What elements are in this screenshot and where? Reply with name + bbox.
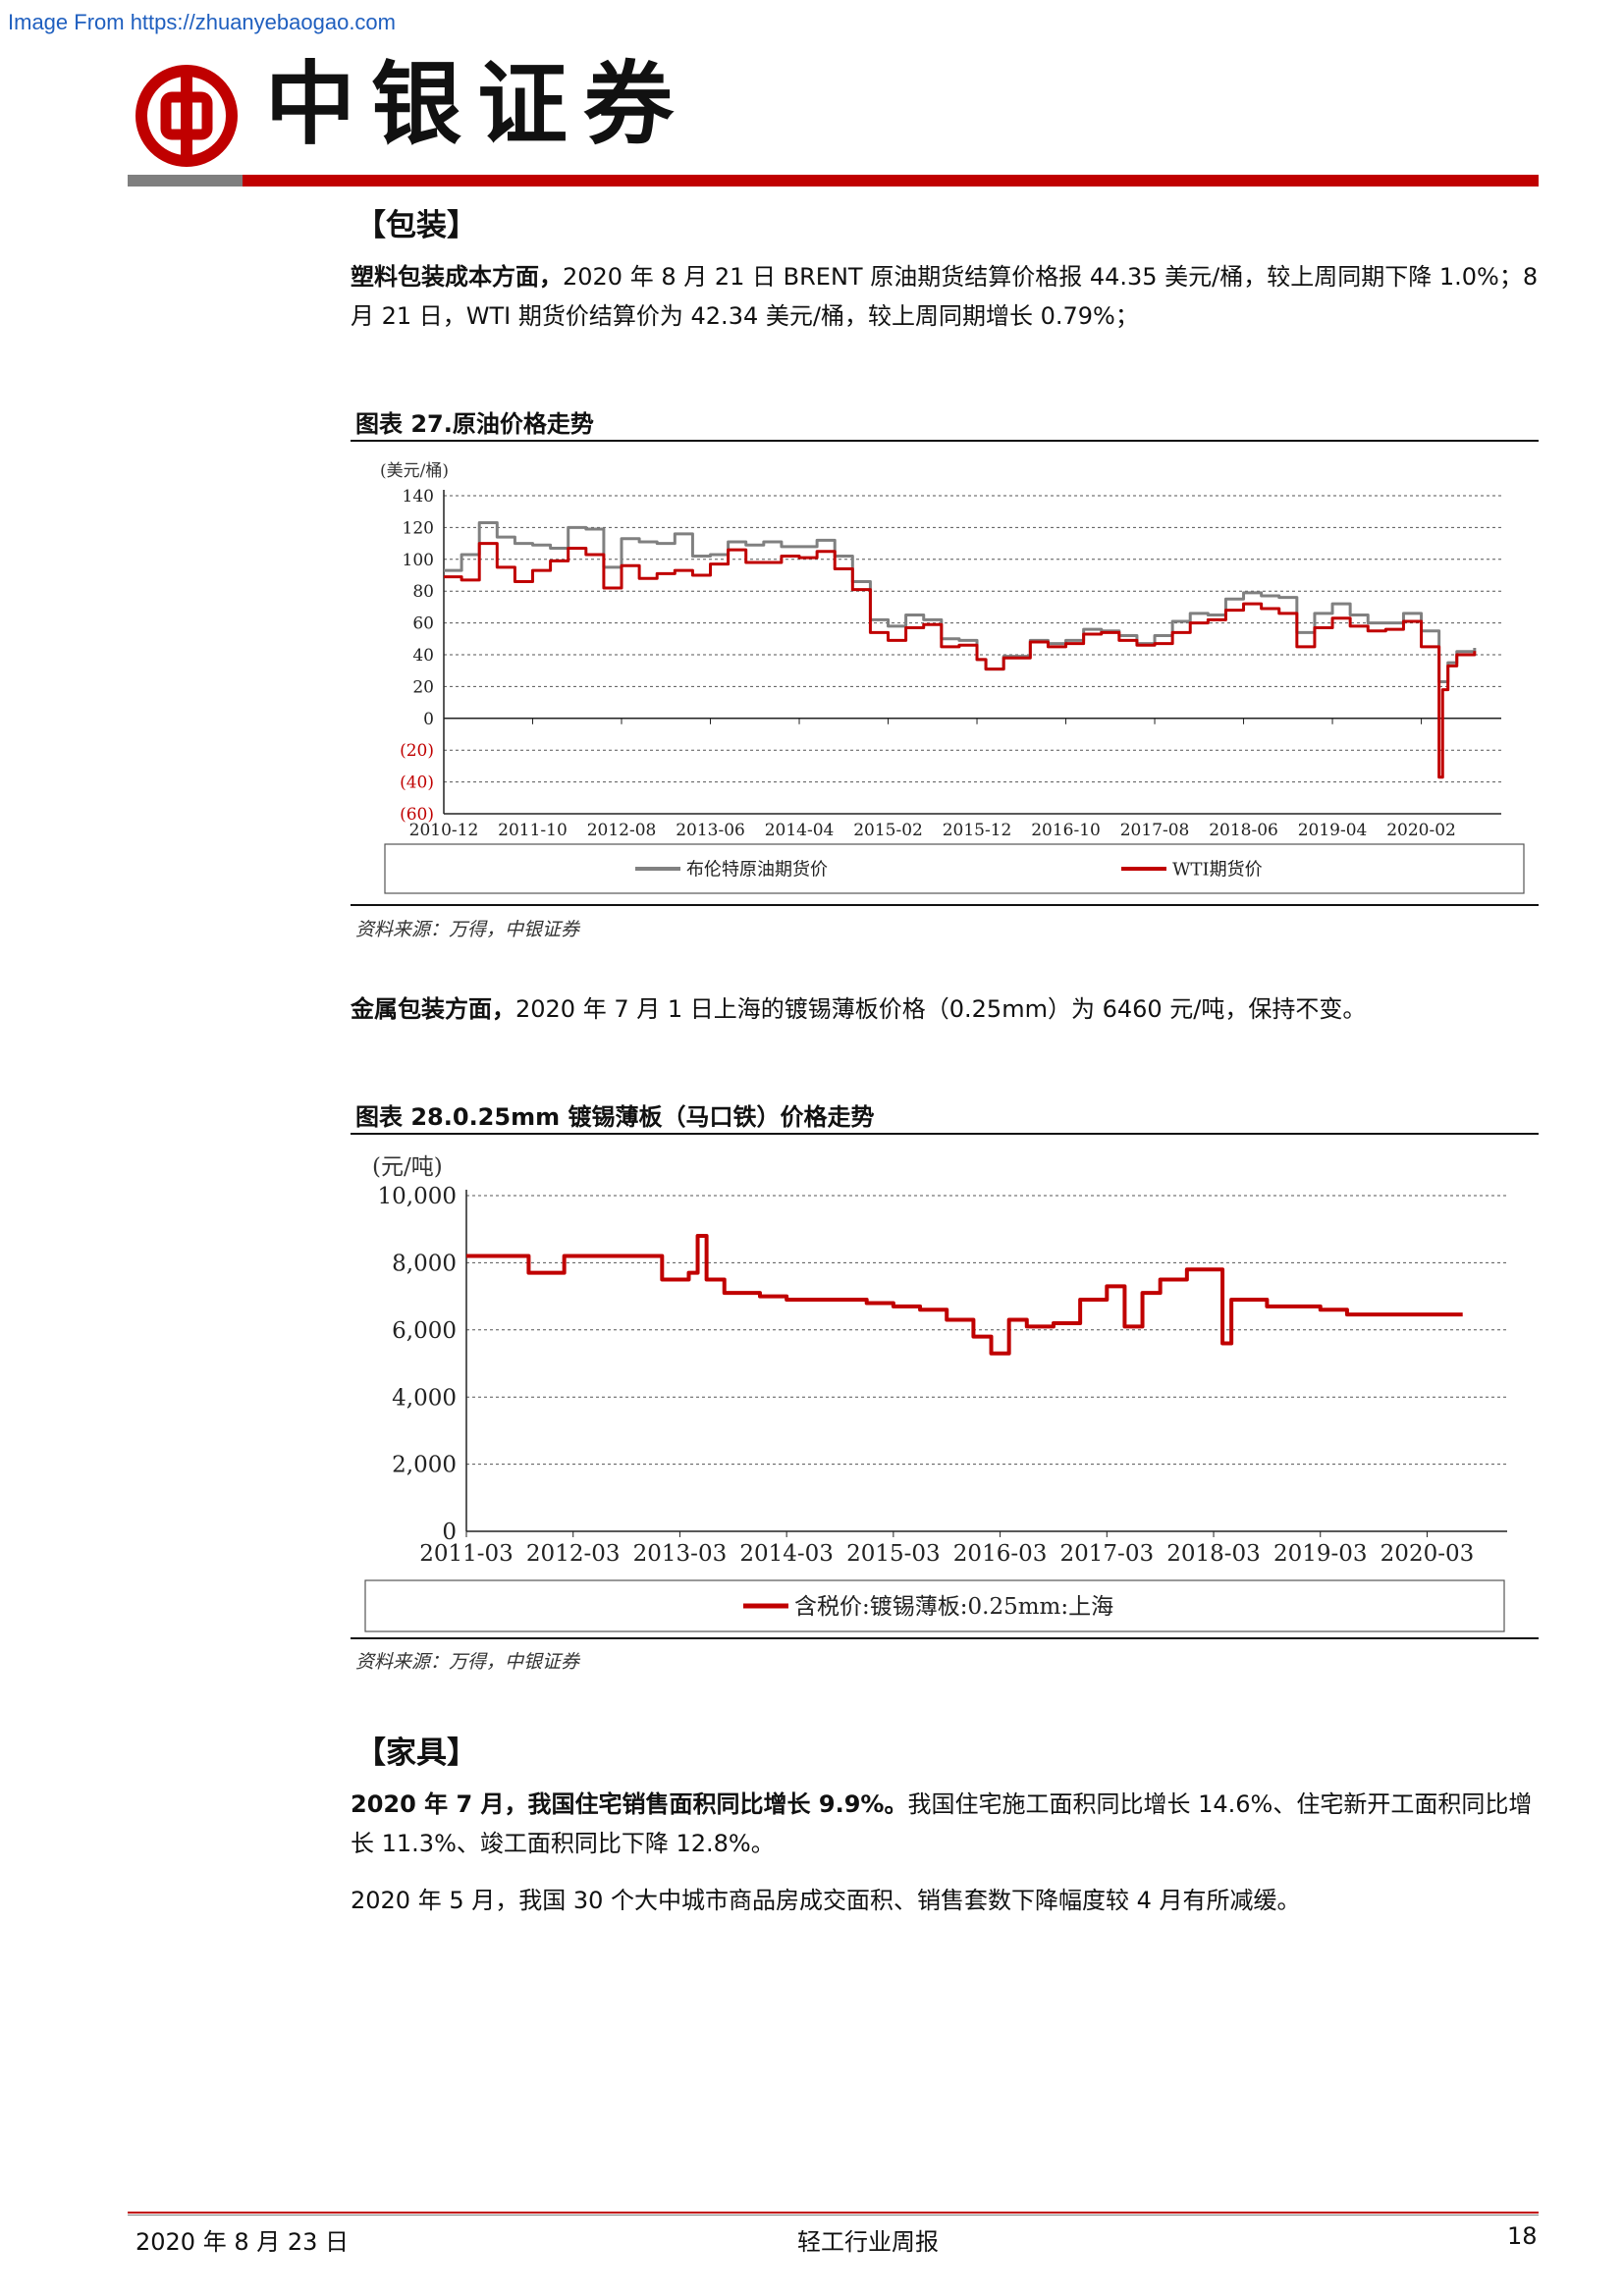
y-tick-label: 4,000: [392, 1385, 457, 1411]
series-line: [444, 521, 1477, 684]
footer-date: 2020 年 8 月 23 日: [135, 2228, 350, 2256]
x-tick-label: 2020-03: [1380, 1541, 1475, 1567]
x-tick-label: 2012-08: [587, 821, 657, 840]
watermark-text: Image From https://zhuanyebaogao.com: [8, 10, 396, 34]
y-tick-label: 20: [412, 677, 434, 697]
y-tick-label: 80: [412, 582, 434, 602]
x-tick-label: 2017-03: [1060, 1541, 1155, 1567]
figure-28-bottom-rule: [351, 1637, 1539, 1639]
page-number: 18: [1507, 2222, 1538, 2250]
paragraph-city-housing: 2020 年 5 月，我国 30 个大中城市商品房成交面积、销售套数下降幅度较 …: [351, 1887, 1301, 1914]
x-tick-label: 2020-02: [1386, 821, 1456, 840]
section-title-packaging: 【包装】: [355, 208, 477, 243]
y-tick-label: (20): [400, 741, 434, 761]
x-tick-label: 2018-06: [1209, 821, 1278, 840]
y-tick-label: 6,000: [392, 1318, 457, 1344]
x-tick-label: 2010-12: [409, 821, 479, 840]
paragraph-body: 我国住宅施工面积同比增长 14.6%、住宅新开工面积同比增长 11.3%、竣工面…: [351, 1790, 1533, 1857]
x-tick-label: 2016-03: [953, 1541, 1048, 1567]
y-tick-label: 120: [403, 518, 434, 538]
y-axis-label: (元/吨): [372, 1154, 443, 1180]
y-tick-label: 60: [412, 614, 434, 634]
x-tick-label: 2013-03: [633, 1541, 728, 1567]
header-bar-grey: [128, 175, 243, 187]
series-line: [444, 542, 1477, 779]
paragraph-housing-sales: 2020 年 7 月，我国住宅销售面积同比增长 9.9%。我国住宅施工面积同比增…: [351, 1785, 1539, 1863]
header-bar-red: [243, 175, 1539, 187]
series-line: [466, 1234, 1463, 1356]
y-tick-label: 8,000: [392, 1251, 457, 1276]
x-tick-label: 2015-12: [943, 821, 1012, 840]
figure-27-top-rule: [351, 440, 1539, 442]
footer-report-title: 轻工行业周报: [797, 2228, 939, 2256]
legend-label: WTI期货价: [1172, 859, 1263, 880]
y-tick-label: 0: [442, 1520, 457, 1545]
x-tick-label: 2014-03: [739, 1541, 834, 1567]
y-tick-label: 140: [403, 487, 434, 507]
footer-rule-grey: [128, 2215, 1539, 2216]
y-axis-label: (美元/桶): [380, 461, 449, 481]
legend-label: 布伦特原油期货价: [686, 859, 828, 880]
x-tick-label: 2014-04: [765, 821, 835, 840]
paragraph-lead: 2020 年 7 月，我国住宅销售面积同比增长 9.9%。: [351, 1790, 908, 1818]
x-tick-label: 2017-08: [1120, 821, 1190, 840]
x-tick-label: 2015-02: [853, 821, 923, 840]
y-tick-label: 0: [423, 710, 434, 729]
figure-27-bottom-rule: [351, 904, 1539, 906]
brand-name: 中银证券: [265, 51, 690, 157]
y-tick-label: 40: [412, 646, 434, 666]
section-title-furniture: 【家具】: [355, 1735, 477, 1771]
x-tick-label: 2019-03: [1273, 1541, 1368, 1567]
figure-28-source: 资料来源：万得，中银证券: [355, 1651, 580, 1673]
legend-label: 含税价:镀锡薄板:0.25mm:上海: [794, 1594, 1113, 1620]
figure-28-top-rule: [351, 1133, 1539, 1135]
paragraph-lead: 塑料包装成本方面，: [351, 263, 563, 291]
paragraph-body: 2020 年 7 月 1 日上海的镀锡薄板价格（0.25mm）为 6460 元/…: [515, 995, 1367, 1023]
y-tick-label: 2,000: [392, 1453, 457, 1478]
legend-box: [384, 843, 1525, 894]
legend-box: [364, 1579, 1505, 1632]
crude-oil-price-chart: (美元/桶) 140 120 100 80 60 40 20 0 (20) (40) (60)2010…: [380, 461, 1525, 894]
y-tick-label: 10,000: [378, 1184, 457, 1209]
y-tick-label: 100: [403, 551, 434, 570]
x-tick-label: 2015-03: [846, 1541, 941, 1567]
x-tick-label: 2013-06: [676, 821, 745, 840]
x-tick-label: 2016-10: [1031, 821, 1101, 840]
paragraph-body: 2020 年 8 月 21 日 BRENT 原油期货结算价格报 44.35 美元…: [351, 263, 1539, 330]
figure-27-title: 图表 27.原油价格走势: [355, 410, 594, 438]
bank-logo-icon: [135, 65, 238, 167]
x-tick-label: 2012-03: [526, 1541, 621, 1567]
x-tick-label: 2018-03: [1166, 1541, 1261, 1567]
figure-28-title: 图表 28.0.25mm 镀锡薄板（马口铁）价格走势: [355, 1103, 875, 1131]
paragraph-plastic-packaging: 塑料包装成本方面，2020 年 8 月 21 日 BRENT 原油期货结算价格报…: [351, 257, 1539, 336]
y-tick-label: (40): [400, 774, 434, 793]
paragraph-lead: 金属包装方面，: [351, 995, 515, 1023]
paragraph-metal-packaging: 金属包装方面，2020 年 7 月 1 日上海的镀锡薄板价格（0.25mm）为 …: [351, 989, 1539, 1029]
x-tick-label: 2011-03: [419, 1541, 514, 1567]
figure-27-source: 资料来源：万得，中银证券: [355, 919, 580, 940]
footer-rule: [128, 2212, 1539, 2214]
y-tick-label: (60): [400, 805, 434, 825]
x-tick-label: 2019-04: [1298, 821, 1368, 840]
x-tick-label: 2011-10: [498, 821, 568, 840]
